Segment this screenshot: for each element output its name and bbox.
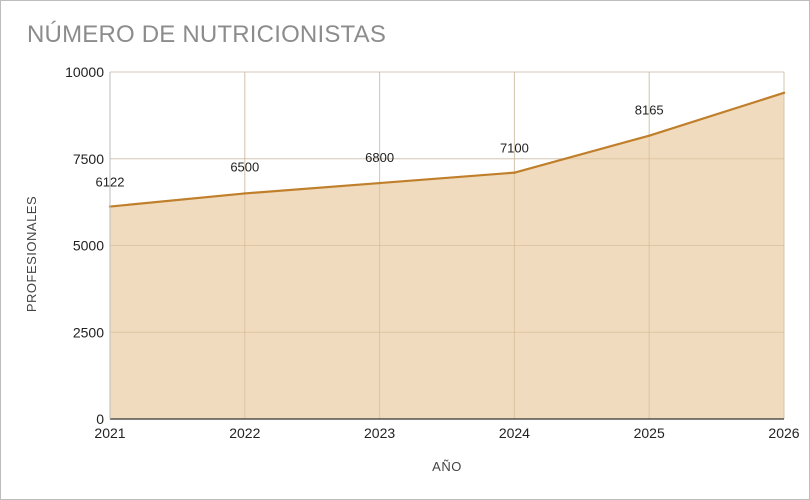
x-axis-label: AÑO	[432, 459, 462, 474]
data-label: 6500	[230, 159, 259, 174]
y-tick-label: 7500	[73, 151, 104, 167]
data-point	[648, 134, 651, 137]
data-label: 6122	[96, 175, 125, 190]
area-fill	[110, 92, 784, 419]
x-tick-label: 2026	[768, 425, 799, 441]
data-point	[782, 91, 786, 95]
x-tick-label: 2023	[364, 425, 395, 441]
x-tick-label: 2021	[94, 425, 125, 441]
x-tick-label: 2025	[634, 425, 665, 441]
series-line	[109, 91, 785, 208]
y-tick-label: 2500	[73, 324, 104, 340]
data-point	[513, 171, 516, 174]
chart-title: NÚMERO DE NUTRICIONISTAS	[27, 21, 387, 48]
y-tick-label: 10000	[65, 64, 104, 80]
data-label: 7100	[500, 141, 529, 156]
x-tick-label: 2022	[229, 425, 260, 441]
axis-layer: 0 2500 5000 7500 10000 2021 2022 2023 2024 2025 20…	[65, 64, 800, 441]
data-label: 8165	[635, 103, 664, 118]
y-tick-label: 5000	[73, 238, 104, 254]
y-axis-label: PROFESIONALES	[24, 196, 39, 312]
data-point	[378, 181, 381, 185]
x-tick-label: 2024	[499, 425, 530, 441]
label-layer: 6122 6500 6800 7100 8165	[96, 103, 664, 190]
area-layer	[108, 71, 786, 420]
data-point	[243, 192, 246, 195]
data-label: 6800	[365, 150, 394, 165]
y-tick-label: 0	[96, 411, 104, 427]
